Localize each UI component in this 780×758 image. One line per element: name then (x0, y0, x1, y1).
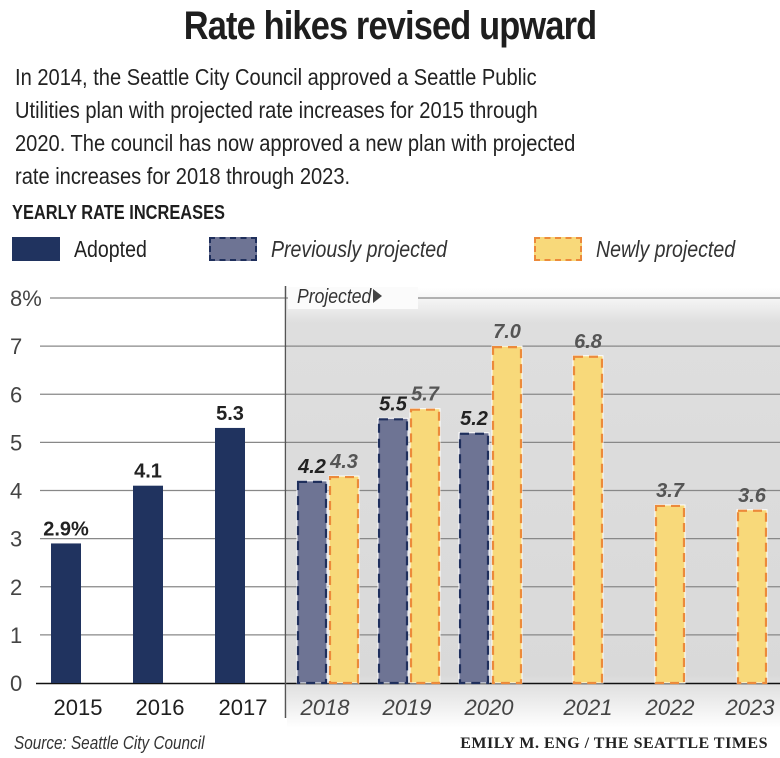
projected-arrow-icon (373, 289, 382, 303)
x-tick-label: 2019 (382, 695, 432, 720)
subtitle-line: Utilities plan with projected rate incre… (15, 97, 538, 123)
bar-adopted (215, 427, 245, 683)
chart-title: Rate hikes revised upward (183, 4, 597, 48)
legend-newly-projected: Newly projected (534, 234, 760, 264)
x-tick-label: 2023 (725, 695, 776, 720)
credit: EMILY M. ENG / THE SEATTLE TIMES (460, 735, 768, 752)
x-tick-label: 2016 (136, 695, 185, 720)
subtitle-line: In 2014, the Seattle City Council approv… (15, 64, 537, 90)
bar-adopted (133, 485, 163, 683)
y-tick-label: 2 (10, 575, 22, 600)
data-label: 2.9% (43, 518, 89, 540)
projected-panel (287, 288, 780, 728)
legend-swatch-previously (209, 237, 257, 261)
section-label: YEARLY RATE INCREASES (12, 202, 225, 224)
bar-dashed-border (377, 418, 409, 685)
data-label: 5.3 (216, 403, 244, 425)
y-tick-label: 1 (10, 623, 22, 648)
bar-dashed-border (328, 475, 360, 685)
x-tick-label: 2018 (300, 695, 351, 720)
bar-previously-projected (296, 480, 328, 684)
projected-label: Projected (297, 285, 372, 307)
bar-newly-projected (736, 509, 768, 684)
x-tick-label: 2021 (563, 695, 613, 720)
y-tick-label: 4 (10, 479, 22, 504)
source-note: Source: Seattle City Council (14, 733, 205, 753)
data-label: 4.2 (297, 456, 326, 478)
legend-swatch-adopted (12, 237, 60, 261)
legend-label: Previously projected (271, 235, 448, 262)
data-label: 3.7 (656, 480, 685, 502)
data-label: 5.7 (411, 384, 440, 406)
data-label: 4.1 (134, 461, 162, 483)
subtitle-line: 2020. The council has now approved a new… (15, 130, 576, 156)
bar-dashed-border (409, 408, 441, 685)
bar-previously-projected (377, 417, 409, 684)
data-label: 4.3 (329, 451, 358, 473)
y-tick-label: 5 (10, 430, 22, 455)
bar-newly-projected (409, 408, 441, 684)
bar-newly-projected (572, 355, 604, 684)
bar-newly-projected (491, 345, 523, 684)
bar-previously-projected (458, 432, 490, 684)
bar-dashed-border (491, 346, 523, 685)
y-tick-label: 6 (10, 382, 22, 407)
bar-dashed-border (654, 504, 686, 685)
bar-dashed-border (296, 480, 328, 685)
y-tick-label: 8% (10, 286, 42, 311)
x-tick-label: 2022 (645, 695, 695, 720)
data-label: 5.5 (379, 393, 408, 415)
data-label: 3.6 (738, 485, 767, 507)
bar-newly-projected (654, 504, 686, 684)
data-label: 5.2 (460, 408, 488, 430)
bar-adopted (51, 543, 81, 683)
x-tick-label: 2017 (219, 695, 268, 720)
y-tick-label: 0 (10, 671, 22, 696)
y-tick-label: 3 (10, 527, 22, 552)
bar-dashed-border (572, 355, 604, 685)
legend-previously-projected: Previously projected (209, 234, 478, 264)
data-label: 6.8 (574, 331, 603, 353)
projected-label-bg (288, 287, 418, 309)
legend-adopted: Adopted (12, 234, 160, 264)
legend-label: Adopted (74, 235, 147, 262)
y-tick-label: 7 (10, 334, 22, 359)
subtitle-line: rate increases for 2018 through 2023. (15, 163, 351, 189)
x-tick-label: 2015 (54, 695, 103, 720)
data-label: 7.0 (493, 321, 521, 343)
bar-newly-projected (328, 475, 360, 684)
chart-subtitle: In 2014, the Seattle City Council approv… (15, 61, 682, 193)
x-tick-label: 2020 (464, 695, 515, 720)
projected-marker: Projected (297, 285, 382, 307)
legend-swatch-newly (534, 237, 582, 261)
bar-dashed-border (458, 432, 490, 685)
bar-dashed-border (736, 509, 768, 685)
legend-label: Newly projected (596, 235, 736, 262)
